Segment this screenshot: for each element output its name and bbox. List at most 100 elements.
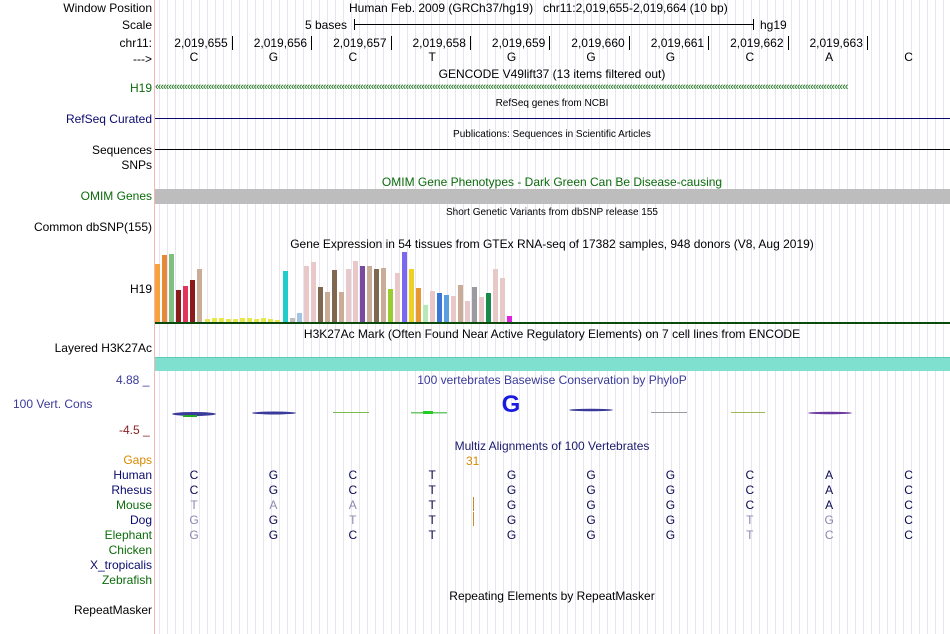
gtex-tissue-bar[interactable] xyxy=(212,318,217,322)
gencode-track-title: GENCODE V49lift37 (13 items filtered out… xyxy=(438,67,666,81)
coordinate-label: 2,019,663 xyxy=(809,36,863,50)
aligned-base: C xyxy=(745,468,755,482)
gtex-tissue-bar[interactable] xyxy=(155,264,160,322)
gtex-tissue-bar[interactable] xyxy=(409,269,414,322)
chrom-label: chr11: xyxy=(119,36,152,50)
gtex-tissue-bar[interactable] xyxy=(430,291,435,322)
gtex-tissue-bar[interactable] xyxy=(332,270,337,322)
h3k27ac-track-label[interactable]: Layered H3K27Ac xyxy=(54,341,152,355)
aligned-base: G xyxy=(268,468,279,482)
gtex-tissue-bar[interactable] xyxy=(197,269,202,322)
species-label-rhesus[interactable]: Rhesus xyxy=(111,483,152,497)
conservation-logo-plot[interactable]: G xyxy=(155,392,950,422)
aligned-base: T xyxy=(746,513,754,527)
gtex-tissue-bar[interactable] xyxy=(254,319,259,322)
coordinate-label: 2,019,659 xyxy=(491,36,546,50)
publications-line[interactable] xyxy=(155,149,950,150)
species-label-mouse[interactable]: Mouse xyxy=(115,498,152,512)
gtex-tissue-bar[interactable] xyxy=(247,318,252,322)
gtex-tissue-bar[interactable] xyxy=(304,266,309,322)
gtex-tissue-bar[interactable] xyxy=(451,296,456,322)
snps-track-label[interactable]: SNPs xyxy=(121,158,152,172)
gtex-tissue-bar[interactable] xyxy=(240,318,245,322)
gtex-tissue-bar[interactable] xyxy=(275,320,280,322)
gtex-tissue-bar[interactable] xyxy=(486,293,491,322)
gtex-tissue-bar[interactable] xyxy=(290,318,295,322)
species-label-human[interactable]: Human xyxy=(113,468,152,482)
conservation-track-label[interactable]: 100 Vert. Cons xyxy=(13,397,93,411)
species-label-dog[interactable]: Dog xyxy=(129,513,152,527)
omim-track-title: OMIM Gene Phenotypes - Dark Green Can Be… xyxy=(381,175,723,189)
gtex-tissue-bar[interactable] xyxy=(479,297,484,322)
refseq-track-label[interactable]: RefSeq Curated xyxy=(65,112,152,126)
gtex-tissue-bar[interactable] xyxy=(374,269,379,322)
gaps-label[interactable]: Gaps xyxy=(123,453,152,467)
gtex-tissue-bar[interactable] xyxy=(339,292,344,322)
gtex-tissue-bar[interactable] xyxy=(183,286,188,322)
species-label-elephant[interactable]: Elephant xyxy=(104,528,152,542)
gtex-tissue-bar[interactable] xyxy=(402,252,407,322)
gtex-tissue-bar[interactable] xyxy=(318,287,323,322)
omim-feature-bar[interactable] xyxy=(155,189,950,204)
gap-count: 31 xyxy=(466,454,480,468)
gtex-tissue-bar[interactable] xyxy=(219,318,224,322)
gencode-item-label[interactable]: H19 xyxy=(129,81,152,95)
gtex-tissue-bar[interactable] xyxy=(423,305,428,322)
gtex-tissue-bar[interactable] xyxy=(360,266,365,322)
coordinate-label: 2,019,662 xyxy=(730,36,784,50)
aligned-base: G xyxy=(268,483,279,497)
strand-arrow-label: ---> xyxy=(133,52,152,66)
gtex-tissue-bar[interactable] xyxy=(233,319,238,322)
dbsnp-track-label[interactable]: Common dbSNP(155) xyxy=(33,220,152,234)
gtex-tissue-bar[interactable] xyxy=(416,288,421,322)
gtex-tissue-bar[interactable] xyxy=(472,287,477,322)
gtex-tissue-bar[interactable] xyxy=(353,261,358,322)
gtex-tissue-bar[interactable] xyxy=(507,316,512,322)
cons-logo-g6 xyxy=(569,408,613,412)
gtex-tissue-bar[interactable] xyxy=(444,295,449,322)
aligned-base: C xyxy=(904,468,913,482)
coordinate-tick xyxy=(231,36,233,50)
gtex-bar-chart[interactable] xyxy=(155,252,950,322)
gtex-tissue-bar[interactable] xyxy=(205,319,210,322)
cons-min-value: -4.5 _ xyxy=(119,423,150,437)
gtex-tissue-bar[interactable] xyxy=(190,280,195,322)
gtex-tissue-bar[interactable] xyxy=(261,318,266,322)
species-label-zebrafish[interactable]: Zebrafish xyxy=(101,573,152,587)
omim-track-label[interactable]: OMIM Genes xyxy=(80,189,152,203)
gencode-gene-h19[interactable]: ‹‹‹‹‹‹‹‹‹‹‹‹‹‹‹‹‹‹‹‹‹‹‹‹‹‹‹‹‹‹‹‹‹‹‹‹‹‹‹‹… xyxy=(155,81,848,93)
gtex-tissue-bar[interactable] xyxy=(493,269,498,322)
gtex-tissue-bar[interactable] xyxy=(297,313,302,322)
scale-label: Scale xyxy=(121,18,152,32)
gtex-tissue-bar[interactable] xyxy=(395,273,400,322)
gtex-tissue-bar[interactable] xyxy=(311,262,316,322)
gtex-tissue-bar[interactable] xyxy=(268,319,273,322)
gtex-tissue-bar[interactable] xyxy=(283,271,288,322)
gtex-tissue-bar[interactable] xyxy=(346,269,351,322)
gtex-track-label[interactable]: H19 xyxy=(129,282,152,296)
gap-marker-dog xyxy=(473,512,474,526)
gtex-tissue-bar[interactable] xyxy=(465,301,470,322)
aligned-base: G xyxy=(268,528,279,542)
publications-track-label[interactable]: Sequences xyxy=(91,143,152,157)
gtex-tissue-bar[interactable] xyxy=(381,268,386,322)
species-label-x_tropicalis[interactable]: X_tropicalis xyxy=(89,558,152,572)
gtex-tissue-bar[interactable] xyxy=(437,293,442,322)
gtex-tissue-bar[interactable] xyxy=(388,289,393,322)
gtex-tissue-bar[interactable] xyxy=(458,285,463,322)
refseq-gene-line[interactable] xyxy=(155,118,950,119)
reference-base: C xyxy=(348,50,358,64)
h3k27ac-signal[interactable] xyxy=(155,357,950,371)
species-label-chicken[interactable]: Chicken xyxy=(108,543,152,557)
coordinate-tick xyxy=(549,36,551,50)
repeatmasker-track-label[interactable]: RepeatMasker xyxy=(73,603,152,617)
gtex-tissue-bar[interactable] xyxy=(169,254,174,322)
gtex-tissue-bar[interactable] xyxy=(162,255,167,322)
gtex-tissue-bar[interactable] xyxy=(500,278,505,322)
gtex-tissue-bar[interactable] xyxy=(367,266,372,322)
gtex-tissue-bar[interactable] xyxy=(325,292,330,322)
gtex-tissue-bar[interactable] xyxy=(226,319,231,322)
gtex-tissue-bar[interactable] xyxy=(176,290,181,322)
coordinate-tick xyxy=(708,36,710,50)
